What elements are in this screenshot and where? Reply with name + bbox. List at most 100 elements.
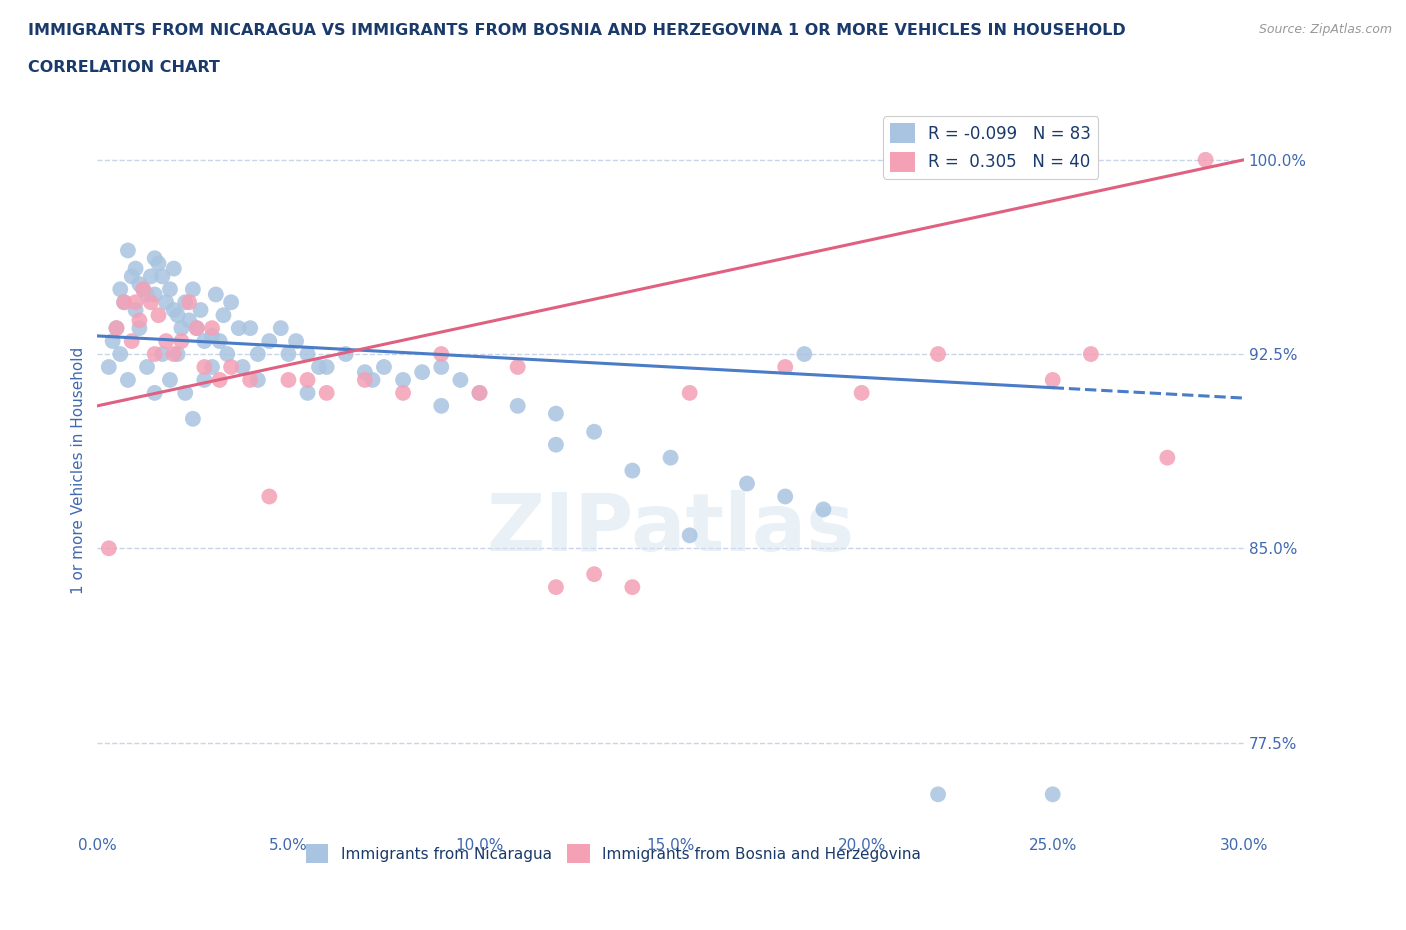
Point xyxy=(193,334,215,349)
Point xyxy=(128,312,150,327)
Point xyxy=(150,347,173,362)
Point xyxy=(110,347,132,362)
Point xyxy=(544,437,567,452)
Point xyxy=(392,385,415,400)
Point xyxy=(112,295,135,310)
Point xyxy=(177,295,200,310)
Point xyxy=(277,373,299,388)
Point xyxy=(583,424,606,439)
Point xyxy=(204,287,226,302)
Point xyxy=(373,360,395,375)
Point xyxy=(124,261,146,276)
Point xyxy=(143,251,166,266)
Point xyxy=(297,373,319,388)
Point xyxy=(353,365,375,379)
Point xyxy=(186,321,208,336)
Point xyxy=(132,282,155,297)
Point xyxy=(193,360,215,375)
Point xyxy=(190,302,212,317)
Point xyxy=(851,385,873,400)
Point xyxy=(1194,153,1216,167)
Text: ZIPatlas: ZIPatlas xyxy=(486,489,855,567)
Text: CORRELATION CHART: CORRELATION CHART xyxy=(28,60,219,75)
Point xyxy=(139,295,162,310)
Point xyxy=(155,295,177,310)
Point xyxy=(208,373,231,388)
Point xyxy=(136,287,159,302)
Point xyxy=(143,287,166,302)
Point xyxy=(148,308,170,323)
Point xyxy=(270,321,292,336)
Point xyxy=(259,334,281,349)
Point xyxy=(1042,373,1064,388)
Point xyxy=(174,385,197,400)
Point xyxy=(110,282,132,297)
Point xyxy=(121,269,143,284)
Point xyxy=(361,373,384,388)
Point xyxy=(193,373,215,388)
Point xyxy=(773,360,796,375)
Point xyxy=(201,321,224,336)
Point xyxy=(117,373,139,388)
Point xyxy=(544,579,567,594)
Point xyxy=(124,295,146,310)
Point xyxy=(735,476,758,491)
Point xyxy=(148,256,170,271)
Point xyxy=(97,360,120,375)
Point xyxy=(308,360,330,375)
Point xyxy=(163,347,186,362)
Point xyxy=(166,347,188,362)
Point xyxy=(259,489,281,504)
Point xyxy=(201,360,224,375)
Point xyxy=(315,360,337,375)
Point xyxy=(177,312,200,327)
Point xyxy=(201,328,224,343)
Point xyxy=(128,276,150,291)
Point xyxy=(219,295,242,310)
Y-axis label: 1 or more Vehicles in Household: 1 or more Vehicles in Household xyxy=(72,347,86,594)
Point xyxy=(228,321,250,336)
Point xyxy=(449,373,471,388)
Point xyxy=(239,321,262,336)
Point xyxy=(181,282,204,297)
Point xyxy=(208,334,231,349)
Point xyxy=(1156,450,1178,465)
Point xyxy=(621,463,644,478)
Point xyxy=(621,579,644,594)
Point xyxy=(430,398,453,413)
Point xyxy=(174,295,197,310)
Point xyxy=(246,347,269,362)
Point xyxy=(139,269,162,284)
Point xyxy=(468,385,491,400)
Point xyxy=(219,360,242,375)
Point xyxy=(143,347,166,362)
Point xyxy=(128,321,150,336)
Point xyxy=(181,411,204,426)
Legend: Immigrants from Nicaragua, Immigrants from Bosnia and Herzegovina: Immigrants from Nicaragua, Immigrants fr… xyxy=(299,838,927,869)
Point xyxy=(150,269,173,284)
Point xyxy=(105,321,128,336)
Point xyxy=(186,321,208,336)
Point xyxy=(159,282,181,297)
Point xyxy=(112,295,135,310)
Point xyxy=(136,360,159,375)
Point xyxy=(430,360,453,375)
Point xyxy=(1042,787,1064,802)
Point xyxy=(1080,347,1102,362)
Point xyxy=(124,302,146,317)
Point xyxy=(297,347,319,362)
Point xyxy=(121,334,143,349)
Point xyxy=(335,347,357,362)
Point xyxy=(101,334,124,349)
Point xyxy=(544,406,567,421)
Point xyxy=(143,385,166,400)
Point xyxy=(468,385,491,400)
Point xyxy=(927,787,949,802)
Point xyxy=(155,334,177,349)
Point xyxy=(813,502,835,517)
Point xyxy=(217,347,239,362)
Point xyxy=(163,302,186,317)
Point xyxy=(773,489,796,504)
Point xyxy=(679,528,702,543)
Point xyxy=(927,347,949,362)
